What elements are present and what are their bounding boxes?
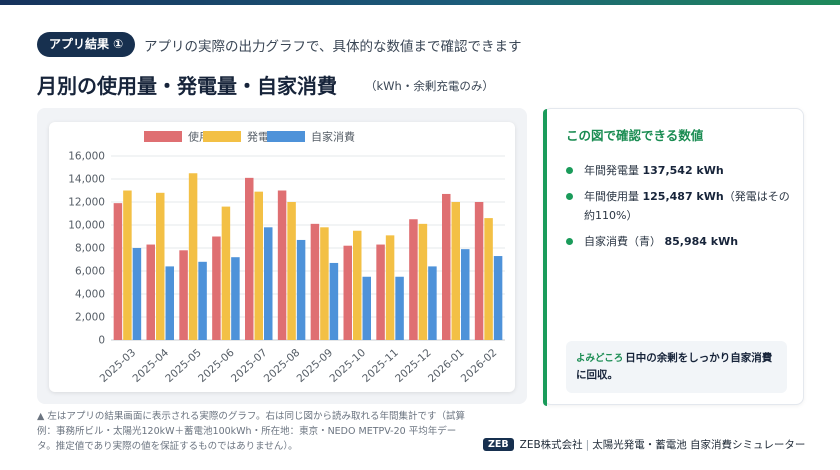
summary-item-label: 自家消費（青） <box>584 235 661 248</box>
y-tick-label: 16,000 <box>68 151 105 163</box>
legend-swatch <box>203 131 241 142</box>
bullet-dot-icon <box>566 167 573 174</box>
reading-hint: よみどころ 日中の余剰をしっかり自家消費に回収。 <box>566 341 787 393</box>
title-unit-note: （kWh・余剰充電のみ） <box>365 79 494 93</box>
bar-usage <box>409 219 418 340</box>
footnote: ▲ 左はアプリの結果画面に表示される実際のグラフ。右は同じ図から読み取れる年間集… <box>37 411 465 452</box>
bar-self-consumption <box>461 249 470 340</box>
bar-self-consumption <box>428 266 437 340</box>
bar-self-consumption <box>165 266 174 340</box>
legend-swatch <box>267 131 305 142</box>
summary-item-usage: 年間使用量 125,487 kWh（発電はその約110%） <box>566 187 791 225</box>
bar-usage <box>146 244 155 340</box>
y-tick-label: 0 <box>98 335 105 347</box>
bar-generation <box>287 202 296 340</box>
bar-usage <box>474 202 484 340</box>
bar-self-consumption <box>395 276 404 340</box>
brand-footer: ZEB ZEB株式会社 | 太陽光発電・蓄電池 自家消費シミュレーター <box>483 437 805 455</box>
brand-logo: ZEB <box>483 438 514 451</box>
bullet-dot-icon <box>566 193 573 200</box>
bar-usage <box>277 190 287 340</box>
bar-usage <box>376 244 385 340</box>
bar-self-consumption <box>264 227 273 340</box>
bar-generation <box>385 235 395 340</box>
bar-generation <box>188 173 198 340</box>
bar-generation <box>451 202 460 340</box>
summary-item-generation: 年間発電量 137,542 kWh <box>566 161 791 180</box>
bar-usage <box>310 223 320 340</box>
section-badge: アプリ結果 ① <box>37 32 136 57</box>
bar-usage <box>212 236 221 340</box>
brand-product: 太陽光発電・蓄電池 自家消費シミュレーター <box>592 439 806 451</box>
y-tick-label: 2,000 <box>75 312 105 324</box>
section-subtitle: アプリの実際の出力グラフで、具体的な数値まで確認できます <box>144 39 522 55</box>
bar-usage <box>343 245 352 340</box>
bar-generation <box>123 190 132 340</box>
x-tick-label: 2026-02 <box>459 347 500 385</box>
bar-usage <box>442 193 451 340</box>
summary-panel: この図で確認できる数値 年間発電量 137,542 kWh 年間使用量 125,… <box>543 108 804 406</box>
legend-label: 自家消費 <box>311 130 355 144</box>
bar-self-consumption <box>362 276 371 340</box>
y-tick-label: 10,000 <box>68 220 105 232</box>
summary-item-label: 年間使用量 <box>584 190 639 203</box>
summary-item-self-consumption: 自家消費（青） 85,984 kWh <box>566 232 791 251</box>
bar-generation <box>254 191 263 340</box>
hint-text: 日中の余剰をしっかり自家消費に回収。 <box>576 352 773 381</box>
bar-generation <box>353 230 362 340</box>
bar-usage <box>245 177 254 340</box>
y-tick-label: 12,000 <box>68 197 105 209</box>
brand-separator: | <box>585 438 590 451</box>
y-tick-label: 6,000 <box>75 266 105 278</box>
summary-item-label: 年間発電量 <box>584 164 639 177</box>
summary-item-value: 125,487 kWh <box>642 190 724 203</box>
bar-chart: 0 2,000 4,000 6,000 8,000 10,000 12,000 14,000 1… <box>68 130 505 385</box>
brand-company: ZEB株式会社 <box>519 439 583 451</box>
bar-self-consumption <box>231 257 240 340</box>
bar-usage <box>179 250 188 340</box>
y-tick-label: 14,000 <box>68 174 105 186</box>
y-tick-label: 4,000 <box>75 289 105 301</box>
bar-generation <box>156 192 165 340</box>
summary-item-suffix: （発電はその約110%） <box>584 190 790 222</box>
bar-self-consumption <box>132 248 142 340</box>
bar-self-consumption <box>329 262 339 340</box>
chart-card: 0 2,000 4,000 6,000 8,000 10,000 12,000 14,000 1… <box>49 122 515 392</box>
bar-self-consumption <box>198 261 207 340</box>
legend-swatch <box>144 131 182 142</box>
bar-generation <box>484 218 493 340</box>
bullet-dot-icon <box>566 238 573 245</box>
summary-title: この図で確認できる数値 <box>566 128 704 143</box>
hint-label: よみどころ <box>576 353 624 364</box>
y-tick-label: 8,000 <box>75 243 105 255</box>
top-accent-bar <box>0 0 840 5</box>
summary-list: 年間発電量 137,542 kWh 年間使用量 125,487 kWh（発電はそ… <box>566 161 791 258</box>
bar-generation <box>221 206 231 340</box>
bar-generation <box>320 227 329 340</box>
bar-usage <box>113 203 123 340</box>
summary-item-value: 85,984 kWh <box>664 235 739 248</box>
bar-generation <box>418 223 428 340</box>
chart-screenshot-frame: 0 2,000 4,000 6,000 8,000 10,000 12,000 14,000 1… <box>37 108 527 404</box>
page-title: 月別の使用量・発電量・自家消費 <box>37 74 337 98</box>
bar-self-consumption <box>493 256 503 340</box>
summary-accent-bar <box>543 109 547 406</box>
bar-self-consumption <box>296 239 306 340</box>
summary-item-value: 137,542 kWh <box>642 164 724 177</box>
